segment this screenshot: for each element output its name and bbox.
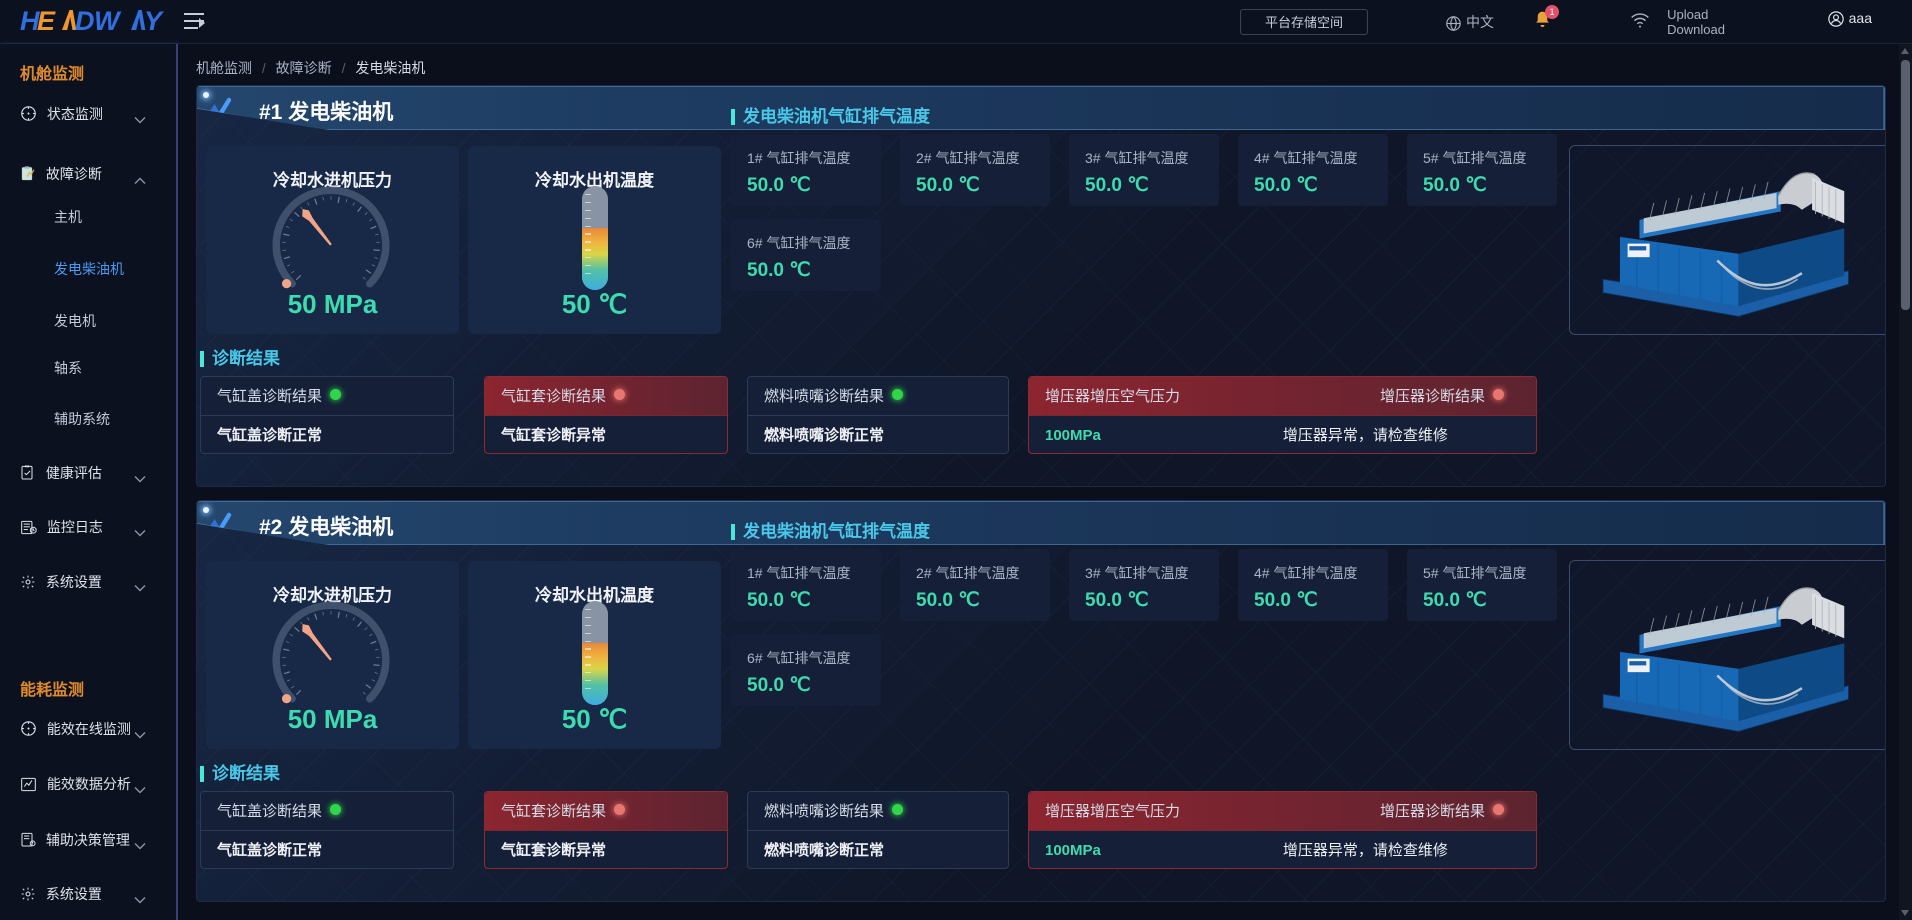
svg-text:W: W — [94, 9, 122, 36]
svg-text:E: E — [37, 9, 56, 36]
svg-text:D: D — [75, 9, 95, 36]
svg-text:Y: Y — [144, 9, 165, 36]
